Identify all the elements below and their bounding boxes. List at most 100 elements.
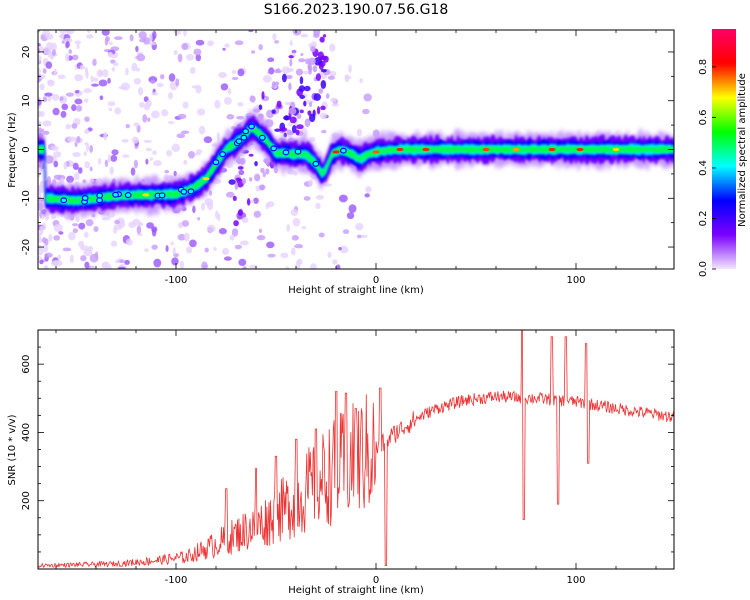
spectrogram-y-axis-label: Frequency (Hz) (7, 112, 18, 188)
noise-speckle (145, 158, 149, 165)
noise-speckle (329, 70, 337, 77)
noise-speckle (69, 254, 74, 264)
streak-speckle (254, 160, 258, 167)
noise-speckle (201, 261, 208, 269)
noise-speckle (72, 162, 79, 170)
noise-speckle (237, 102, 244, 107)
noise-speckle (189, 67, 196, 75)
colorbar: 0.0 0.2 0.4 0.6 0.8 Normalized spectral ampl… (698, 29, 748, 277)
ridge-hotspot (482, 147, 490, 152)
streak-speckle (319, 36, 325, 43)
streak-speckle (279, 127, 288, 132)
ridge-blob (282, 149, 290, 156)
streak-speckle (316, 106, 321, 115)
noise-speckle (83, 88, 92, 94)
ridge-blob (180, 188, 188, 195)
streak-speckle (312, 65, 318, 73)
x-tick-label: 100 (566, 275, 585, 286)
noise-speckle (225, 191, 235, 198)
noise-speckle (303, 196, 311, 201)
streak-speckle (228, 179, 236, 185)
noise-speckle (267, 253, 276, 258)
noise-speckle (171, 143, 180, 153)
noise-speckle (38, 202, 44, 211)
noise-speckle (327, 251, 332, 259)
noise-speckle (268, 67, 275, 75)
noise-speckle (42, 130, 50, 135)
noise-speckle (41, 213, 45, 220)
noise-speckle (38, 167, 43, 176)
streak-speckle (232, 195, 237, 202)
colorbar-tick-label: 0.0 (698, 261, 709, 277)
noise-speckle (272, 33, 277, 41)
noise-speckle (220, 83, 229, 91)
noise-speckle (38, 226, 41, 230)
noise-speckle (125, 124, 130, 129)
noise-speckle (65, 123, 72, 130)
noise-speckle (146, 99, 152, 107)
noise-speckle (84, 261, 90, 269)
ridge-blob (212, 159, 220, 166)
noise-speckle (98, 79, 108, 87)
streak-speckle (318, 62, 324, 70)
x-tick-label: -100 (165, 575, 188, 586)
noise-speckle (218, 71, 227, 79)
noise-speckle (45, 61, 53, 69)
noise-speckle (186, 53, 195, 61)
snr-series-line (38, 330, 674, 569)
noise-speckle (234, 40, 244, 46)
noise-speckle (38, 186, 42, 195)
streak-speckle (325, 93, 330, 99)
noise-speckle (203, 136, 213, 144)
noise-speckle (66, 175, 74, 183)
noise-speckle (275, 68, 281, 73)
noise-speckle (38, 104, 42, 109)
noise-speckle (114, 107, 122, 115)
noise-speckle (227, 87, 232, 95)
noise-speckle (145, 147, 152, 152)
colorbar-gradient (712, 29, 736, 269)
noise-speckle (229, 234, 235, 241)
noise-speckle (207, 201, 214, 211)
noise-speckle (133, 159, 139, 169)
noise-speckle (356, 128, 363, 137)
streak-speckle (285, 74, 293, 80)
streak-speckle (323, 55, 329, 63)
noise-speckle (96, 69, 104, 78)
noise-speckle (39, 111, 45, 118)
ridge-blob (124, 192, 132, 199)
noise-speckle (53, 151, 62, 158)
noise-speckle (75, 216, 80, 223)
noise-speckle (53, 223, 63, 233)
noise-speckle (47, 95, 52, 102)
noise-speckle (78, 167, 83, 174)
noise-speckle (177, 113, 187, 120)
noise-speckle (111, 149, 119, 156)
noise-speckle (253, 210, 262, 218)
noise-speckle (214, 210, 219, 219)
noise-speckle (291, 235, 299, 241)
noise-speckle (240, 240, 249, 246)
streak-speckle (281, 73, 287, 83)
noise-speckle (171, 257, 179, 266)
noise-speckle (355, 222, 364, 231)
noise-speckle (39, 259, 44, 265)
noise-speckle (57, 74, 66, 79)
noise-speckle (47, 79, 54, 85)
noise-speckle (68, 49, 72, 55)
noise-speckle (267, 57, 275, 63)
noise-speckle (319, 112, 327, 120)
streak-speckle (261, 91, 265, 100)
noise-speckle (103, 131, 108, 141)
noise-speckle (223, 96, 232, 105)
noise-speckle (359, 78, 363, 84)
noise-speckle (286, 223, 291, 232)
noise-speckle (177, 53, 183, 63)
streak-speckle (289, 58, 293, 67)
y-tick-label: -20 (21, 239, 32, 255)
noise-speckle (198, 125, 206, 135)
noise-speckle (42, 237, 47, 244)
noise-speckle (348, 204, 357, 213)
streak-speckle (300, 53, 304, 57)
noise-speckle (61, 103, 69, 111)
